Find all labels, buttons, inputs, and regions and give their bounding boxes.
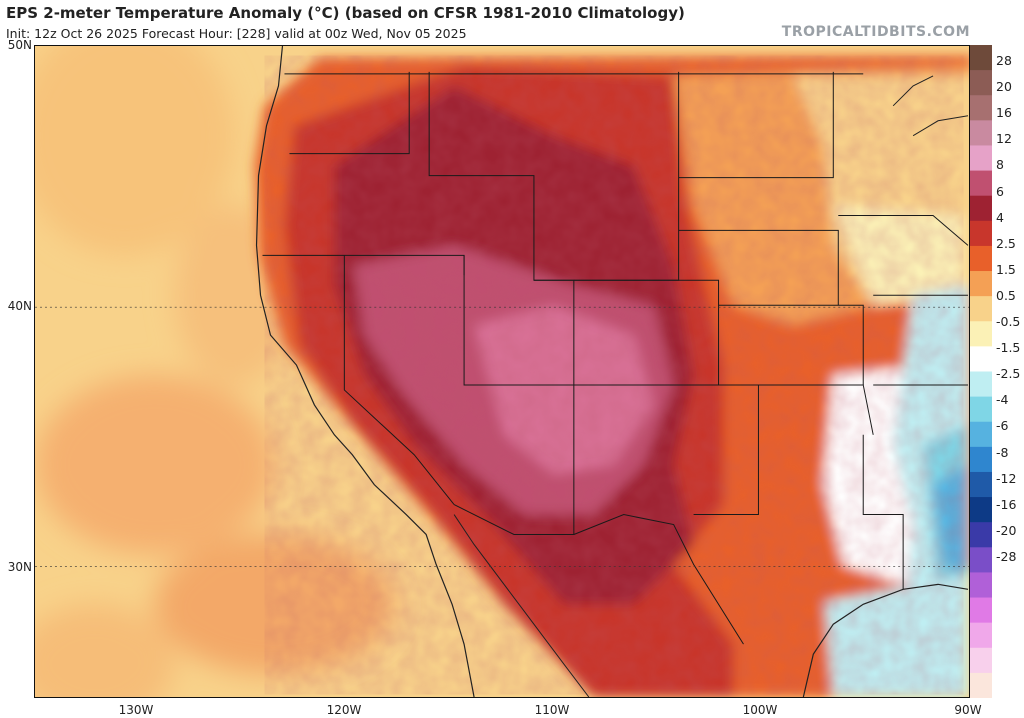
colorbar-swatch bbox=[970, 170, 992, 197]
colorbar-label: -1.5 bbox=[996, 340, 1021, 356]
temperature-anomaly-map bbox=[34, 45, 970, 698]
colorbar-swatch bbox=[970, 296, 992, 322]
colorbar-label: 12 bbox=[996, 131, 1012, 147]
lat-label-30n: 30N bbox=[7, 560, 32, 574]
colorbar-swatch bbox=[970, 195, 992, 222]
lon-label-120w: 120W bbox=[326, 703, 362, 717]
colorbar-swatch bbox=[970, 597, 992, 624]
colorbar bbox=[970, 45, 992, 698]
lat-label-50n: 50N bbox=[7, 38, 32, 52]
colorbar-label: -2.5 bbox=[996, 366, 1021, 382]
colorbar-swatch bbox=[970, 497, 992, 523]
colorbar-swatch bbox=[970, 220, 992, 247]
colorbar-swatch bbox=[970, 245, 992, 272]
chart-title: EPS 2-meter Temperature Anomaly (°C) (ba… bbox=[6, 4, 685, 22]
colorbar-swatch bbox=[970, 346, 992, 372]
colorbar-label: 6 bbox=[996, 183, 1004, 199]
colorbar-swatch bbox=[970, 70, 992, 96]
baja-coastline bbox=[453, 514, 590, 697]
colorbar-swatch bbox=[970, 95, 992, 121]
colorbar-label: -0.5 bbox=[996, 314, 1021, 329]
colorbar-swatch bbox=[970, 145, 992, 172]
colorbar-swatch bbox=[970, 45, 992, 71]
lon-label-110w: 110W bbox=[534, 703, 570, 717]
colorbar-swatch bbox=[970, 522, 992, 548]
colorbar-label: 4 bbox=[996, 209, 1004, 225]
great-lakes-shore bbox=[892, 75, 969, 137]
anomaly-texture bbox=[264, 55, 964, 695]
lat-lon-gridlines bbox=[35, 306, 969, 567]
colorbar-swatch bbox=[970, 120, 992, 146]
colorbar-label: -6 bbox=[996, 418, 1009, 434]
colorbar-label: 1.5 bbox=[996, 261, 1016, 277]
colorbar-swatch bbox=[970, 321, 992, 347]
colorbar-swatch bbox=[970, 421, 992, 448]
lon-label-130w: 130W bbox=[118, 703, 154, 717]
colorbar-label: 2.5 bbox=[996, 235, 1016, 251]
lon-label-100w: 100W bbox=[742, 703, 778, 717]
colorbar-swatch bbox=[970, 572, 992, 599]
colorbar-swatch bbox=[970, 672, 992, 698]
colorbar-label: 8 bbox=[996, 157, 1004, 173]
colorbar-swatch bbox=[970, 271, 992, 297]
colorbar-swatch bbox=[970, 547, 992, 573]
colorbar-label: 20 bbox=[996, 79, 1012, 95]
colorbar-label: -16 bbox=[996, 496, 1017, 512]
colorbar-swatch bbox=[970, 647, 992, 674]
gulf-coastline bbox=[802, 583, 969, 697]
colorbar-swatch bbox=[970, 371, 992, 398]
lat-label-40n: 40N bbox=[7, 299, 32, 313]
init-info: Init: 12z Oct 26 2025 Forecast Hour: [22… bbox=[6, 26, 467, 41]
colorbar-swatch bbox=[970, 471, 992, 498]
colorbar-swatch bbox=[970, 622, 992, 649]
colorbar-label: -20 bbox=[996, 522, 1017, 538]
watermark-logo: TROPICALTIDBITS.COM bbox=[781, 24, 970, 40]
colorbar-label: -8 bbox=[996, 444, 1009, 460]
colorbar-label: -12 bbox=[996, 470, 1017, 486]
colorbar-label: -28 bbox=[996, 548, 1017, 564]
colorbar-label: 28 bbox=[996, 53, 1012, 68]
colorbar-label: 16 bbox=[996, 105, 1012, 121]
colorbar-swatch bbox=[970, 446, 992, 473]
colorbar-label: -4 bbox=[996, 392, 1009, 408]
state-borders bbox=[262, 71, 969, 645]
colorbar-swatch bbox=[970, 396, 992, 423]
lon-label-90w: 90W bbox=[954, 703, 982, 717]
colorbar-label: 0.5 bbox=[996, 287, 1016, 303]
west-coastline bbox=[255, 46, 475, 697]
